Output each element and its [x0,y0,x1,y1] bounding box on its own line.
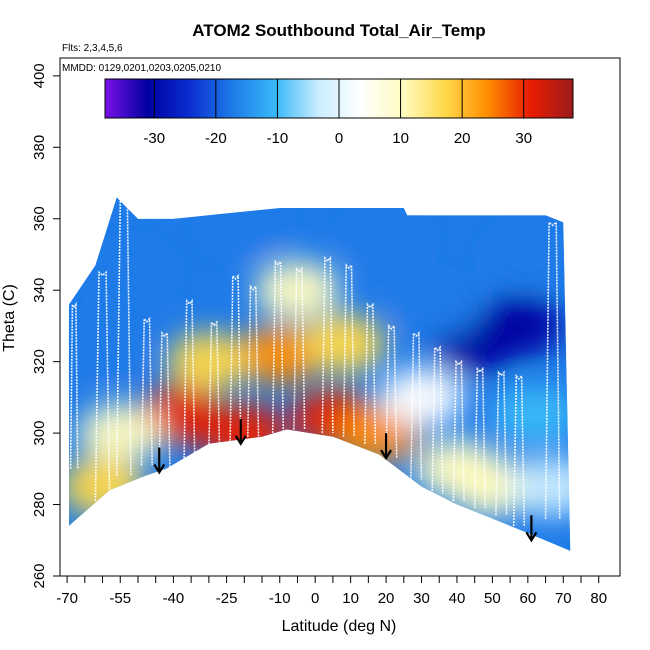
flight-profile [342,263,355,437]
heatmap-region [68,197,571,552]
y-axis-label: Theta (C) [1,284,18,352]
arrow-head [380,449,393,461]
x-tick-label: 0 [311,590,319,607]
heatmap-cell [78,403,163,464]
arrow-head [153,463,166,475]
flight-profile [364,302,377,444]
heatmap-cell [485,224,570,285]
x-tick-label: -25 [216,590,238,607]
heatmap-cell [344,206,429,267]
flights-annotation: Flts: 2,3,4,5,6 [62,43,123,54]
flight-profile [229,273,242,444]
flight-profile [183,298,196,459]
dates-annotation: MMDD: 0129,0201,0203,0205,0210 [62,63,221,74]
y-tick-label: 340 [31,278,48,303]
heatmap-cell [166,331,251,392]
colorbar-tick-label: -30 [143,130,165,147]
y-tick-label: 320 [31,349,48,374]
heatmap-cell [397,278,482,339]
heatmap-cell [88,242,173,303]
x-tick-label: 60 [520,590,537,607]
flight-profile [293,266,306,430]
flight-profile [431,345,444,494]
plot-frame [59,57,621,577]
colorbar-ticks: -30 -20 -10 0 10 20 30 [143,79,532,147]
chart-title: ATOM2 Southbound Total_Air_Temp [192,21,485,40]
x-tick-label: 10 [342,590,359,607]
y-tick-label: 360 [31,206,48,231]
flight-profile [158,331,171,469]
flight-profile [69,301,79,469]
arrow [525,515,538,543]
flight-profile [512,373,526,527]
heatmap-cell [255,260,340,321]
heatmap-cell [237,324,322,385]
heatmap-cell [510,456,571,517]
flight-profile [271,259,285,434]
x-tick-label: -40 [163,590,185,607]
x-tick-label: 40 [449,590,466,607]
colorbar-tick-label: -10 [267,130,289,147]
flight-profile [208,320,221,448]
flight-profile [495,370,508,516]
arrow [380,433,393,461]
flight-profile [452,359,465,502]
colorbar-tick-label: 20 [454,130,471,147]
heatmap-cell [301,313,386,374]
flight-profile [140,316,153,466]
y-axis: 260 280 300 320 340 360 380 400 [31,63,60,589]
x-tick-label: 70 [555,590,572,607]
flight-profile [544,220,561,519]
flight-profile [321,256,334,434]
flight-profile [410,331,423,480]
x-tick-label: -55 [109,590,131,607]
heatmap-cell [68,313,145,374]
x-tick-label: -10 [269,590,291,607]
heatmap-cell [379,367,464,428]
y-tick-label: 280 [31,492,48,517]
heatmap-cell [478,295,563,356]
x-tick-label: -70 [56,590,78,607]
y-tick-label: 260 [31,563,48,588]
colorbar-tick-label: -20 [205,130,227,147]
colorbar-tick-label: 0 [335,130,343,147]
heatmap-cell [202,197,287,256]
x-axis-label: Latitude (deg N) [282,618,397,635]
colorbar-tick-label: 30 [515,130,532,147]
arrow-head [234,435,247,446]
y-tick-label: 380 [31,135,48,160]
y-tick-label: 400 [31,63,48,88]
flight-profile [473,366,487,509]
heatmap-cell [68,456,145,517]
x-tick-label: 80 [590,590,607,607]
y-tick-label: 300 [31,421,48,446]
arrow [234,418,247,446]
x-tick-label: 30 [413,590,430,607]
flight-profile [385,323,398,459]
colorbar-tick-label: 10 [392,130,409,147]
x-axis: -70 -55 -40 -25 -10 0 10 20 30 40 50 60 70 80 [56,576,607,607]
x-tick-label: 50 [484,590,501,607]
arrow-head [525,531,538,543]
arrows [153,418,538,543]
flight-profile [247,284,260,437]
heatmap-cell [492,385,571,446]
x-tick-label: 20 [378,590,395,607]
arrow [153,447,166,475]
